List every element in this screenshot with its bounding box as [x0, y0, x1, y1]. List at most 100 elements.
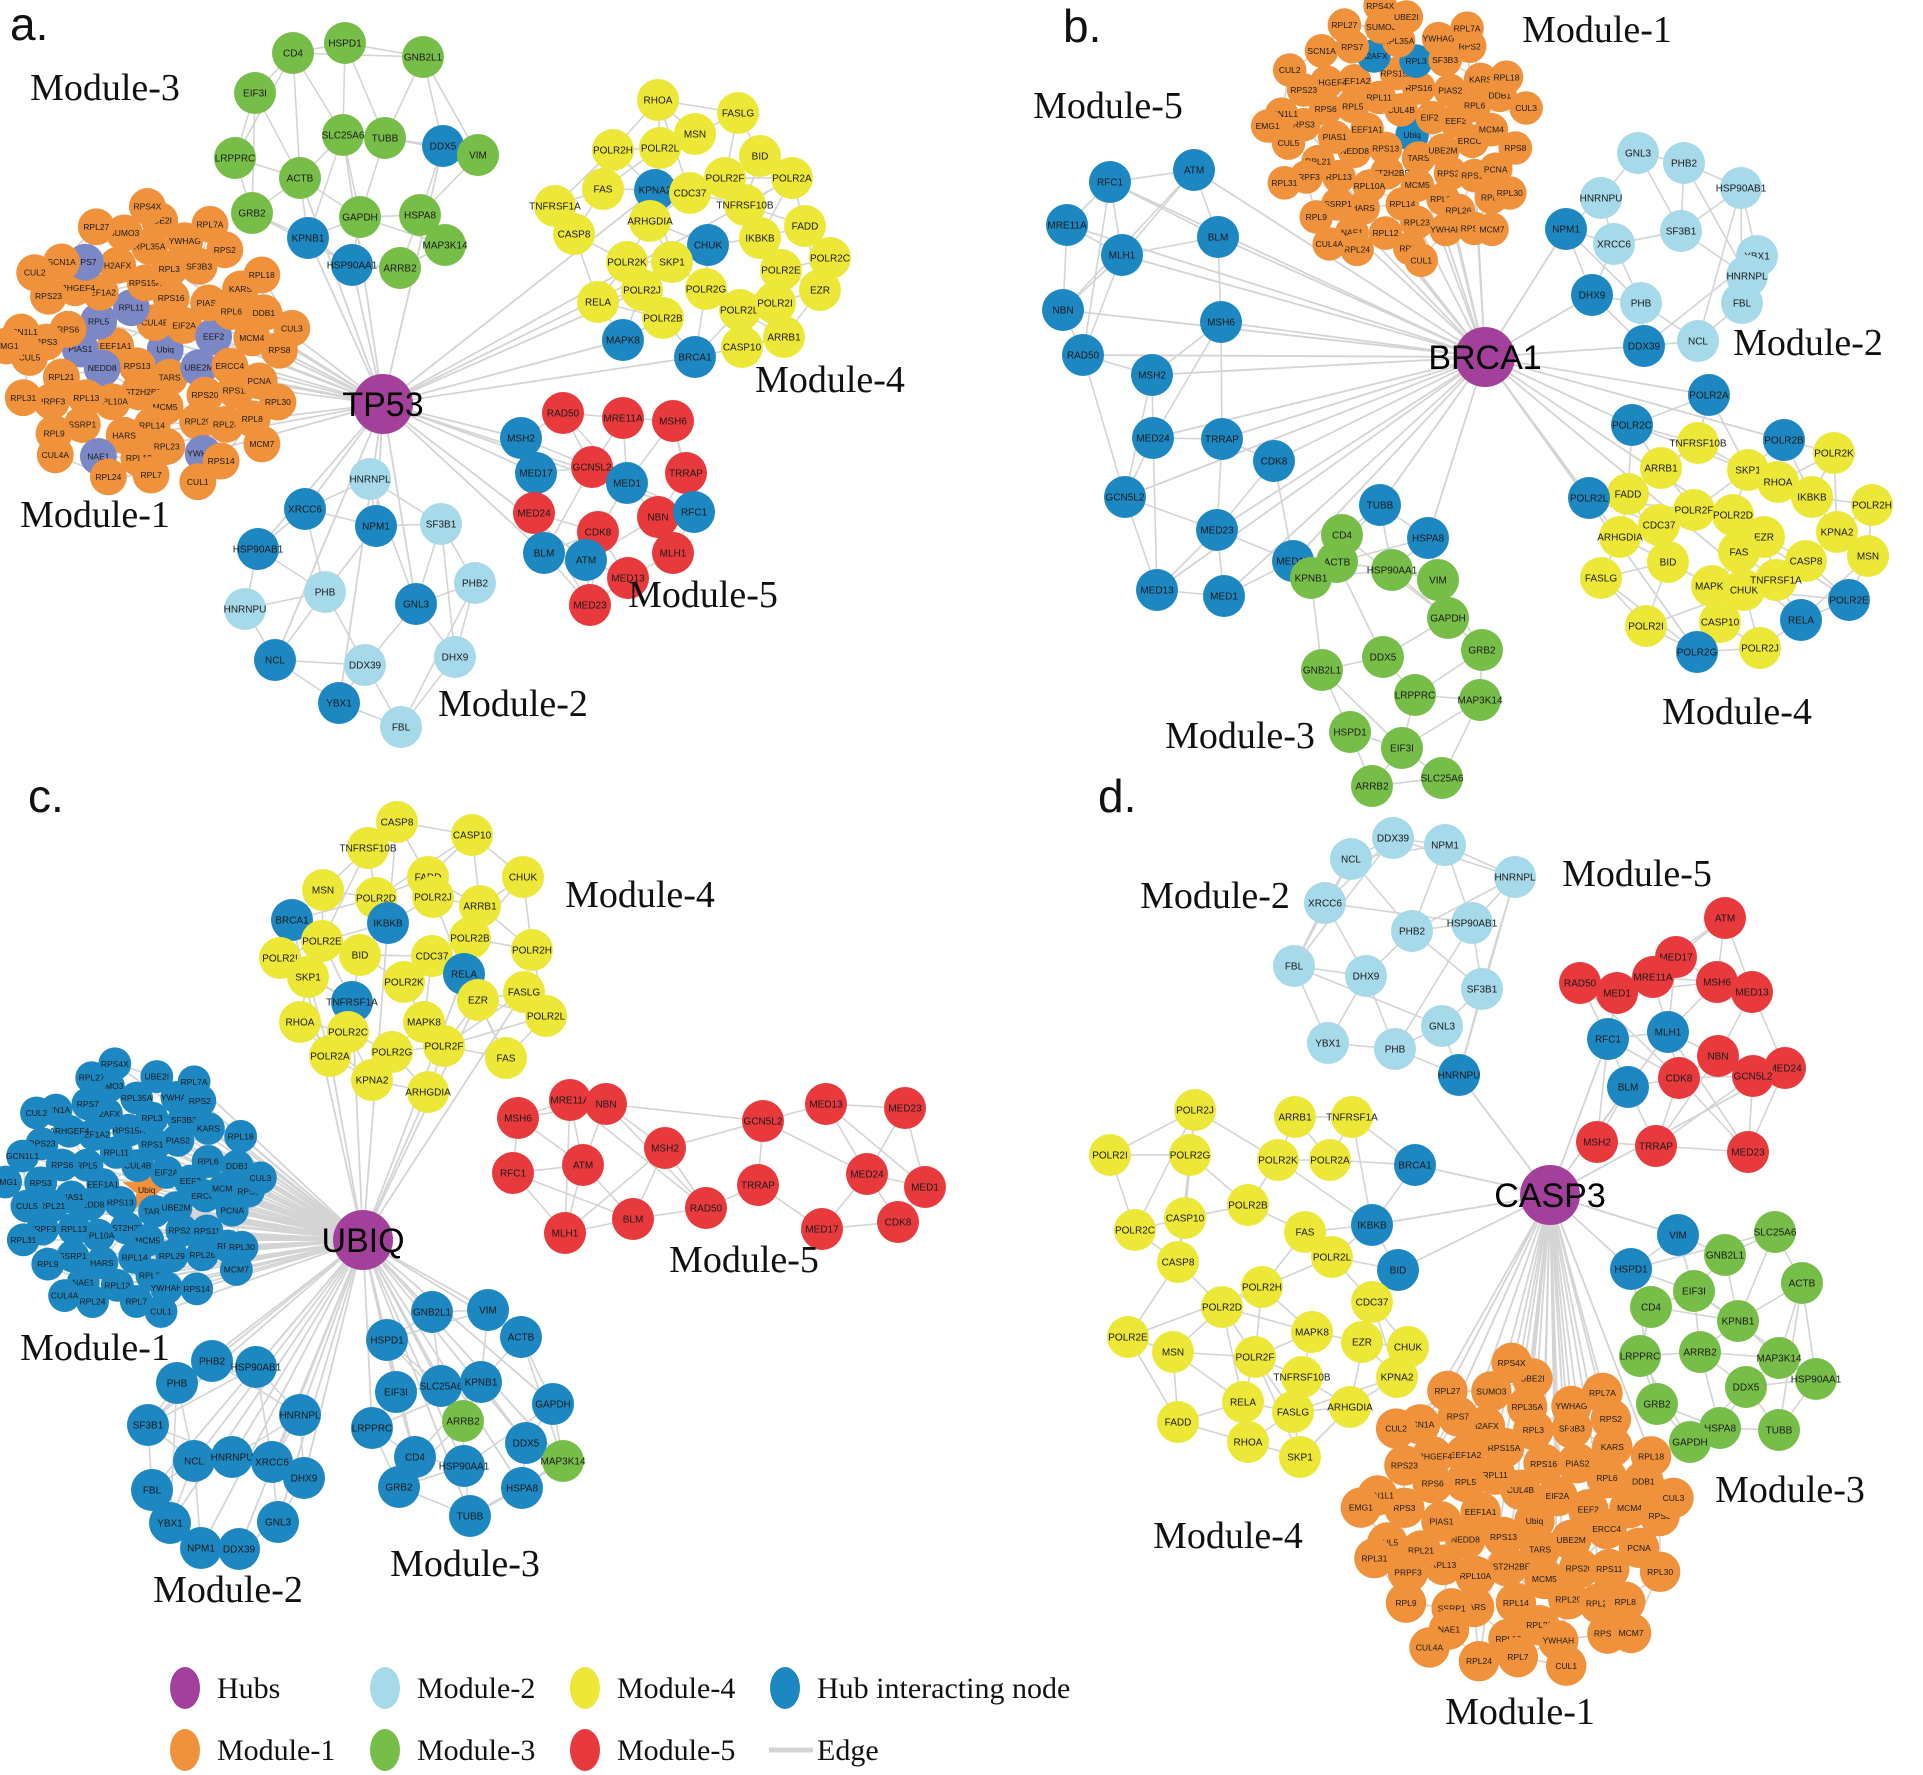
node-CDC37	[1638, 504, 1680, 546]
node-POLR2E	[1828, 579, 1870, 621]
edge	[382, 403, 417, 605]
node-CDC37	[1351, 1281, 1393, 1323]
node-MCM7	[219, 1252, 253, 1286]
node-POLR2L	[639, 127, 681, 169]
node-RPL5	[70, 1148, 104, 1182]
edge	[299, 1239, 364, 1416]
node-NBN	[585, 1083, 627, 1125]
node-TUBB	[1359, 484, 1401, 526]
module-label-a-module-2: Module-2	[438, 683, 588, 725]
edge	[1427, 356, 1486, 539]
hub-node-BRCA1	[1455, 327, 1515, 387]
node-FADD	[784, 205, 826, 247]
hub-label-UBIQ: UBIQ	[321, 1222, 404, 1260]
node-HSP90AB1	[237, 528, 279, 570]
node-ARHGDIA	[629, 200, 671, 242]
node-PIAS1	[1317, 120, 1352, 154]
node-RPL27	[1327, 8, 1362, 42]
node-BID	[1647, 541, 1689, 583]
node-EZR	[1341, 1321, 1383, 1363]
node-YWHAG	[1551, 1385, 1592, 1427]
edge	[512, 1172, 634, 1220]
node-HNRNPU	[211, 1436, 253, 1478]
hub-node-UBIQ	[333, 1210, 393, 1270]
node-IKBKB	[1791, 476, 1833, 518]
node-DHX9	[434, 636, 476, 678]
legend-label-module-3: Module-3	[417, 1734, 535, 1767]
node-POLR2L	[1311, 1236, 1353, 1278]
node-RPL31	[1267, 165, 1302, 200]
node-XRCC6	[1304, 882, 1346, 924]
node-POLR2B	[1227, 1184, 1269, 1226]
node-RPL6	[1457, 88, 1492, 123]
node-HSPA8	[501, 1467, 543, 1509]
node-YBX1	[1307, 1022, 1349, 1064]
node-PHB	[1374, 1028, 1416, 1070]
module-label-a-module-4: Module-4	[755, 359, 905, 401]
node-POLR2J	[1739, 627, 1781, 669]
node-CUL5	[10, 1189, 44, 1223]
node-EMG1	[0, 327, 25, 365]
node-FASLG	[1580, 557, 1622, 599]
node-CASP8	[553, 213, 595, 255]
edge	[1667, 1031, 1749, 1153]
node-SKP1	[651, 241, 693, 283]
node-NPM1	[1424, 824, 1466, 866]
node-DDX5	[1725, 1366, 1767, 1408]
node-CUL3	[243, 1161, 277, 1195]
node-POLR2J	[1174, 1089, 1216, 1131]
node-FASLG	[717, 92, 759, 134]
node-ARRB1	[763, 316, 805, 358]
edge	[1484, 356, 1710, 396]
edge	[605, 1103, 764, 1122]
module-label-a-module-5: Module-5	[628, 574, 778, 616]
node-SKP1	[1279, 1436, 1321, 1478]
hub-node-TP53	[353, 374, 413, 434]
node-GNB2L1	[402, 36, 444, 78]
node-RPL24	[89, 458, 127, 496]
module-label-d-module-2: Module-2	[1140, 875, 1290, 917]
legend-swatch-hub-interacting-node	[770, 1667, 800, 1709]
edge	[1579, 982, 1680, 1079]
node-GAPDH	[1427, 597, 1469, 639]
node-SLC25A6	[420, 1365, 462, 1407]
node-SCN1A	[1304, 33, 1339, 68]
node-RPL9	[1299, 200, 1334, 234]
node-POLR2K	[1257, 1139, 1299, 1181]
node-TNFRSF1A	[1755, 559, 1797, 601]
node-CUL3	[273, 309, 311, 347]
node-NCL	[1330, 838, 1372, 880]
node-ARRB1	[1640, 447, 1682, 489]
node-RELA	[1222, 1381, 1264, 1423]
node-EMG1	[1340, 1487, 1382, 1528]
node-IKBKB	[739, 217, 781, 259]
node-RHOA	[279, 1001, 321, 1043]
module-label-b-module-3: Module-3	[1165, 715, 1315, 757]
node-KARS	[191, 1112, 225, 1145]
edge	[307, 237, 384, 405]
node-RPL13	[57, 1212, 91, 1246]
node-GNL3	[395, 583, 437, 625]
node-RPL10A	[1455, 1555, 1496, 1597]
node-MCM4	[1474, 112, 1509, 147]
node-ARRB2	[1351, 765, 1393, 807]
node-DDX39	[1372, 817, 1414, 859]
node-MSN	[302, 869, 344, 911]
legend-swatch-module-5	[570, 1729, 600, 1771]
node-RPL7A	[191, 205, 229, 243]
hub-label-BRCA1: BRCA1	[1428, 339, 1541, 377]
node-CASP8	[376, 801, 418, 843]
node-BLM	[612, 1198, 654, 1240]
node-KPNA2	[1816, 511, 1858, 553]
node-HSPD1	[1610, 1248, 1652, 1290]
node-ATM	[562, 1144, 604, 1186]
node-HSPD1	[324, 22, 366, 64]
node-GCN1L1	[6, 1139, 40, 1173]
node-ARHGDIA	[1329, 1386, 1371, 1428]
node-POLR2D	[1712, 494, 1754, 536]
node-RAD50	[1559, 962, 1601, 1004]
node-RPL7	[119, 1284, 153, 1318]
edge	[382, 356, 696, 405]
node-LRPPRC	[1619, 1335, 1661, 1377]
